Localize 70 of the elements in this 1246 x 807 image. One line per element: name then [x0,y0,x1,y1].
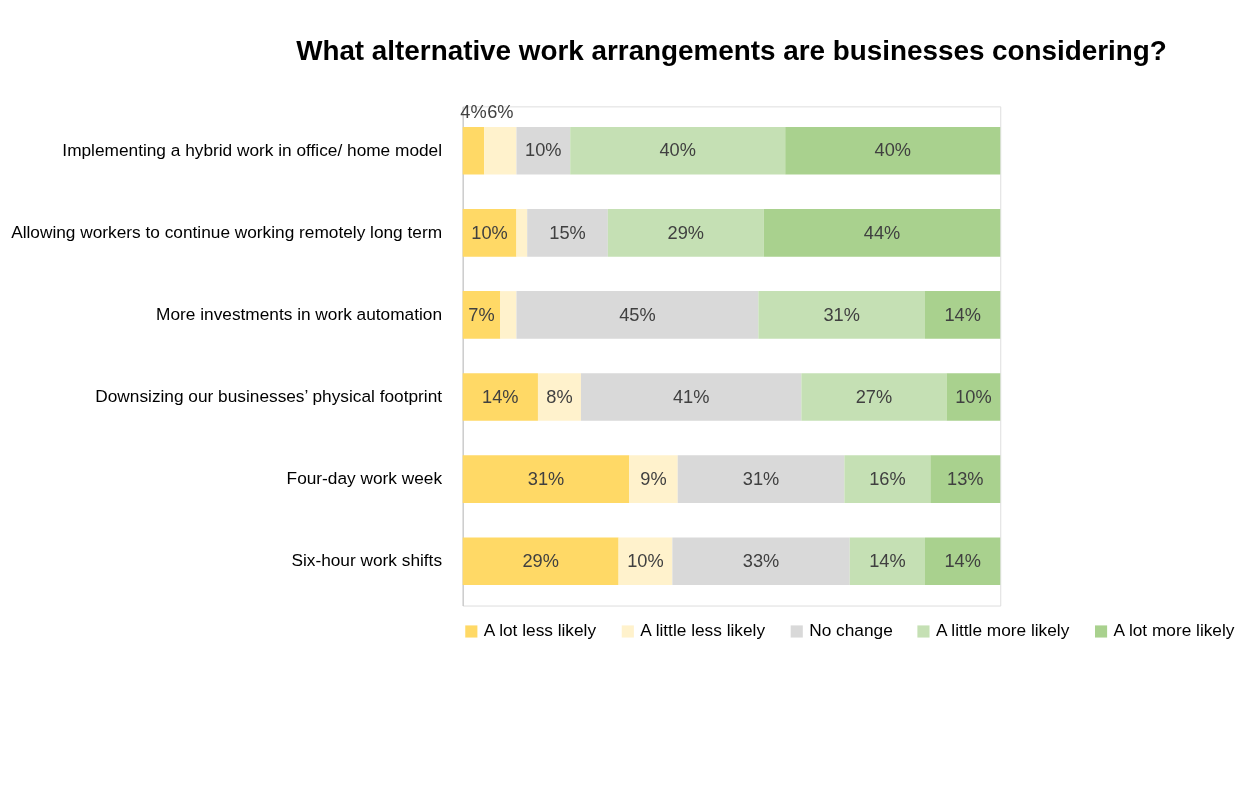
bar [570,126,786,175]
bar [672,537,850,586]
y-tick-label: More investments in work automation [156,303,443,324]
data-label: 31% [742,467,780,489]
data-label: 8% [546,385,573,407]
bar [925,537,1001,586]
bar [484,126,517,175]
data-label: 13% [947,467,984,489]
data-label: 14% [869,549,906,571]
bar [763,209,1001,257]
data-label: 33% [742,549,780,571]
bar [677,455,845,503]
bar [618,537,673,586]
data-label: 44% [863,221,901,243]
data-label: 14% [944,549,981,571]
bar [516,209,528,257]
data-label: 29% [522,549,559,571]
data-label: 10% [955,385,992,407]
y-tick-label: Implementing a hybrid work in office/ home model [62,139,443,160]
data-label: 14% [944,303,981,325]
legend-label: No change [809,620,893,641]
bar [516,126,571,175]
data-label: 14% [482,385,519,407]
bar [930,455,1001,503]
data-label: 9% [640,467,667,489]
data-label: 31% [823,303,860,325]
data-label: 27% [855,385,893,407]
bar [849,537,925,586]
data-label: 45% [619,303,656,325]
data-label: 41% [672,385,710,407]
bar [580,373,802,421]
data-label: 4% [460,101,487,123]
data-label: 15% [549,221,586,243]
bar [516,291,759,339]
bar [844,455,931,503]
chart-title: What alternative work arrangements are businesses considering? [296,34,1167,66]
data-label: 10% [471,221,508,243]
legend-label: A lot less likely [483,620,597,641]
bar [925,291,1001,339]
bar [462,537,619,586]
legend-label: A little less likely [640,620,766,641]
data-label: 7% [468,303,495,325]
bar [758,291,925,339]
bar [462,209,517,257]
data-label: 10% [627,549,664,571]
data-label: 40% [659,139,696,161]
legend-label: A little more likely [935,620,1070,641]
bar [629,455,678,503]
bar [527,209,608,257]
data-label: 6% [487,101,514,123]
bar [801,373,947,421]
bar [462,455,630,503]
bar [607,209,764,257]
data-label: 29% [667,221,705,243]
y-tick-label: Six-hour work shifts [291,550,443,571]
y-tick-label: Allowing workers to continue working remotely long term [11,221,443,242]
y-tick-label: Four-day work week [286,467,443,488]
y-tick-label: Downsizing our businesses’ physical footprint [95,385,443,406]
bar [946,373,1001,421]
data-label: 40% [874,139,911,161]
data-label: 16% [869,467,906,489]
bar [462,126,485,175]
bar [537,373,581,421]
data-label: 10% [525,139,562,161]
bar [462,291,501,339]
bar [785,126,1001,175]
bar [500,291,517,339]
legend-label: A lot more likely [1113,620,1235,641]
bar [462,373,538,421]
data-label: 31% [527,467,565,489]
